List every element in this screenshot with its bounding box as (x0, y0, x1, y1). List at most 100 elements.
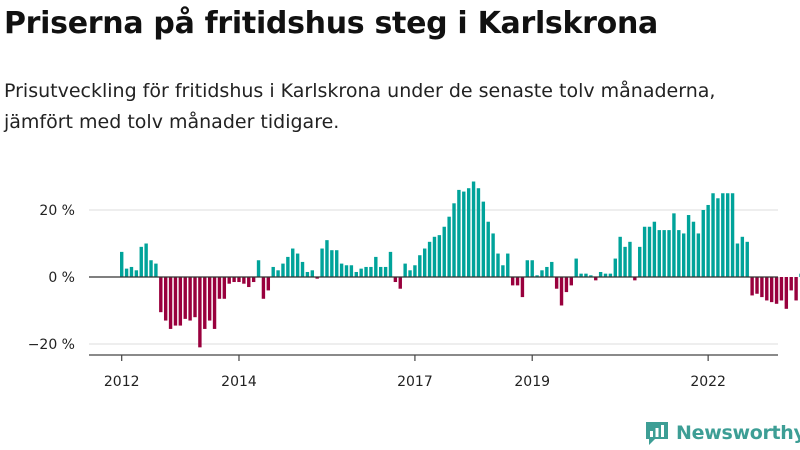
bar (383, 266, 388, 277)
bar (173, 277, 178, 326)
bar (564, 277, 569, 293)
bar (320, 248, 324, 278)
x-axis-ticks: 201220142017201920222024 (104, 355, 726, 390)
bar (638, 246, 642, 277)
bar (540, 270, 544, 277)
y-tick-label: 0 % (48, 270, 75, 286)
bar (163, 277, 168, 321)
bar (237, 277, 241, 283)
bar (466, 188, 471, 277)
bar (574, 258, 578, 277)
bar (677, 230, 681, 277)
bar (207, 277, 212, 321)
bar (506, 253, 510, 277)
bar (437, 235, 442, 278)
bar (633, 277, 637, 281)
x-tick-label: 2022 (690, 374, 726, 390)
bar (256, 260, 261, 277)
bar (535, 275, 539, 277)
bar (672, 213, 676, 277)
bar (510, 277, 515, 286)
bar (765, 277, 769, 301)
bar (730, 193, 735, 277)
bar (447, 216, 451, 277)
bar (427, 241, 432, 277)
bar (418, 255, 422, 277)
bar (769, 277, 774, 303)
x-tick-label: 2019 (514, 374, 550, 390)
bar (491, 233, 495, 277)
bar (520, 277, 525, 298)
bar (686, 215, 691, 278)
bar (623, 246, 627, 277)
bar (784, 277, 789, 309)
bar (251, 277, 256, 283)
bar (139, 246, 143, 277)
bar (198, 277, 202, 348)
bar (554, 277, 559, 289)
bar (281, 263, 285, 277)
bar (124, 268, 129, 278)
bar (603, 273, 608, 277)
bar (525, 260, 530, 277)
y-axis-ticks: 20 % 0 % −20 % (28, 203, 75, 353)
bar (657, 230, 661, 277)
x-tick-label: 2012 (104, 374, 140, 390)
bar (242, 277, 246, 284)
bar (374, 256, 378, 277)
bar (569, 277, 573, 286)
bar (750, 277, 754, 296)
bar (261, 277, 266, 299)
bar (276, 270, 280, 277)
bar (393, 277, 398, 283)
bar (325, 240, 329, 277)
bar (227, 277, 231, 284)
bar (295, 253, 300, 277)
bar (315, 277, 319, 279)
bar (691, 221, 696, 277)
bar (486, 221, 490, 277)
newsworthy-logo-icon (646, 422, 668, 445)
bar-chart: 20 %0 %−20 % 201220142017201920222024 9 … (28, 181, 800, 390)
bar (349, 265, 354, 277)
bar (789, 277, 793, 291)
bar (530, 260, 534, 277)
bar (476, 188, 481, 277)
bar (594, 277, 598, 281)
bar (212, 277, 217, 329)
bar (369, 266, 373, 277)
newsworthy-logo: Newsworthy (644, 420, 800, 446)
bar (706, 204, 710, 277)
x-tick-label: 2017 (397, 374, 433, 390)
bar (403, 263, 407, 277)
bar (354, 271, 358, 278)
bar (266, 277, 271, 291)
bar (755, 277, 759, 294)
bar (310, 270, 314, 277)
bar (129, 266, 134, 277)
bar (496, 253, 500, 277)
bar (379, 266, 383, 277)
bar (159, 277, 163, 313)
bar (642, 226, 647, 277)
bar (579, 273, 583, 277)
bar (388, 251, 393, 278)
bar (613, 258, 617, 277)
bar (291, 248, 295, 278)
bar (550, 261, 554, 278)
x-tick-label: 2014 (221, 374, 257, 390)
bar (359, 268, 363, 278)
bar (701, 210, 705, 277)
bar (413, 265, 417, 277)
bar (559, 277, 564, 306)
bar (662, 230, 666, 277)
bar (408, 270, 412, 277)
bar (721, 193, 725, 277)
bar (584, 273, 588, 277)
bar (608, 273, 613, 277)
bar (501, 265, 505, 277)
bars (120, 181, 800, 348)
bar (154, 263, 158, 277)
bar (740, 236, 745, 277)
bar (271, 266, 275, 277)
